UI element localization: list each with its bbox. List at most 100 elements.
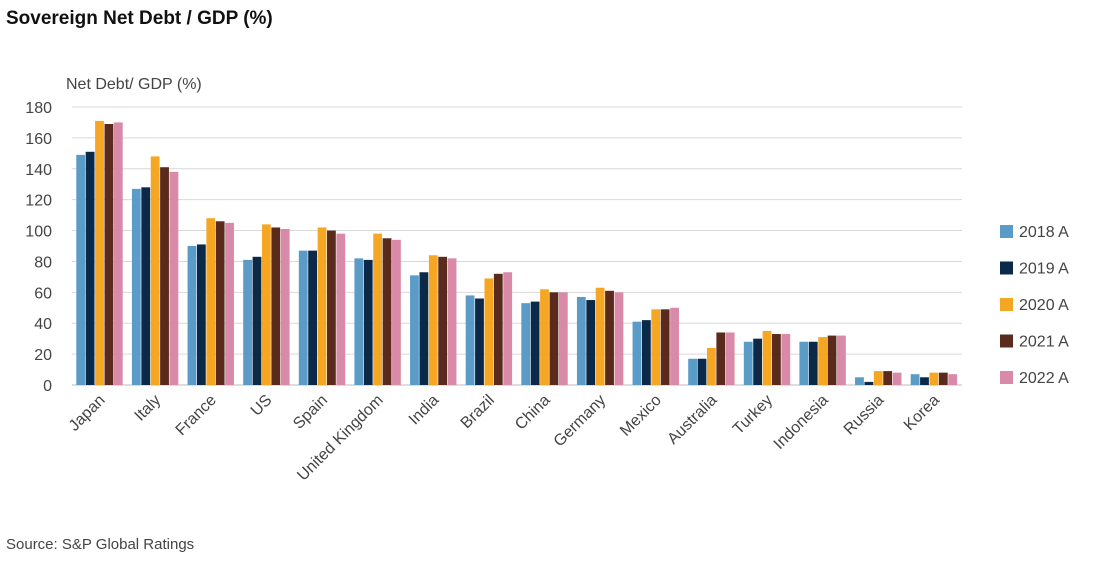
bar: [660, 309, 670, 385]
x-tick-label: Australia: [664, 392, 720, 448]
y-axis-label: Net Debt/ GDP (%): [66, 76, 202, 93]
legend-swatch: [1000, 225, 1013, 238]
bar: [271, 227, 281, 385]
bar: [484, 278, 494, 385]
bar: [586, 300, 596, 385]
x-tick-label: Germany: [551, 392, 610, 451]
bar: [243, 259, 252, 385]
bar: [706, 347, 716, 385]
bar: [392, 239, 401, 385]
bar: [419, 272, 429, 385]
x-tick-label: Indonesia: [771, 392, 832, 453]
y-axis-ticks: 0 20 40 60 80 100 120 140 160 180: [25, 100, 52, 395]
bar: [141, 187, 151, 385]
legend-swatch: [1000, 298, 1013, 311]
bars: [76, 120, 958, 386]
y-tick-label: 40: [34, 316, 52, 333]
bar: [447, 258, 457, 385]
legend-swatch: [1000, 261, 1013, 275]
gridlines: [72, 106, 962, 386]
bar: [428, 255, 438, 385]
bar: [753, 338, 763, 385]
bar: [410, 275, 419, 385]
legend-label: 2021 A: [1019, 334, 1069, 351]
bar: [354, 258, 364, 385]
bar: [196, 244, 206, 385]
bar: [95, 120, 104, 386]
y-tick-label: 100: [25, 224, 52, 241]
bar: [799, 341, 809, 385]
y-tick-label: 0: [43, 378, 52, 395]
bar: [308, 250, 318, 385]
bar: [327, 230, 336, 385]
bar: [772, 334, 781, 385]
y-tick-label: 60: [34, 285, 52, 302]
legend-swatch: [1000, 371, 1013, 384]
bar: [373, 233, 383, 385]
bar: [225, 222, 234, 385]
legend-swatch: [1000, 334, 1013, 348]
bar: [910, 374, 920, 385]
bar: [614, 292, 624, 385]
x-tick-label: China: [512, 392, 554, 434]
bar: [252, 256, 262, 385]
x-tick-label: Spain: [290, 392, 331, 433]
bar: [781, 334, 791, 385]
x-tick-label: US: [248, 392, 276, 420]
bar: [651, 309, 661, 385]
bar: [558, 292, 568, 385]
bar: [160, 167, 169, 385]
bar: [864, 381, 874, 385]
bar: [215, 221, 225, 385]
bar: [762, 330, 772, 385]
bar: [438, 256, 448, 385]
bar: [827, 335, 837, 385]
bar: [641, 320, 651, 385]
y-tick-label: 80: [34, 254, 52, 271]
bar: [743, 341, 753, 385]
bar: [76, 154, 86, 385]
bar: [920, 377, 929, 385]
x-tick-label: Italy: [131, 392, 164, 425]
bar: [540, 289, 549, 385]
bar: [688, 358, 697, 385]
bar: [261, 224, 271, 385]
bar: [206, 218, 216, 385]
legend-label: 2018 A: [1019, 224, 1069, 241]
bar: [493, 273, 503, 385]
bar: [317, 227, 327, 385]
bar: [475, 298, 484, 385]
bar: [725, 332, 735, 385]
x-tick-label: India: [406, 392, 443, 429]
bar: [873, 371, 883, 385]
bar: [131, 188, 141, 385]
bar: [104, 123, 114, 385]
x-tick-label: Russia: [841, 392, 888, 439]
bar: [187, 246, 197, 385]
bar: [929, 372, 939, 385]
chart-title: Sovereign Net Debt / GDP (%): [6, 8, 273, 29]
bar: [818, 337, 828, 385]
bar: [336, 233, 346, 385]
bar: [938, 372, 948, 385]
bar: [948, 374, 958, 385]
bar: [503, 272, 513, 385]
bar: [363, 259, 373, 385]
bar: [169, 171, 179, 385]
bar: [837, 335, 846, 385]
x-tick-label: Japan: [66, 392, 109, 435]
x-tick-label: France: [173, 392, 220, 439]
x-tick-label: Brazil: [458, 392, 498, 432]
bar: [382, 238, 392, 385]
y-tick-label: 140: [25, 162, 52, 179]
bar: [892, 372, 902, 385]
bar: [298, 250, 308, 385]
bar: [530, 301, 540, 385]
legend: 2018 A 2019 A 2020 A 2021 A 2022 A: [1000, 224, 1069, 387]
bar: [113, 122, 123, 385]
x-tick-label: Mexico: [617, 392, 665, 440]
x-tick-label: Turkey: [730, 392, 776, 438]
y-tick-label: 20: [34, 347, 52, 364]
bar: [150, 156, 160, 385]
